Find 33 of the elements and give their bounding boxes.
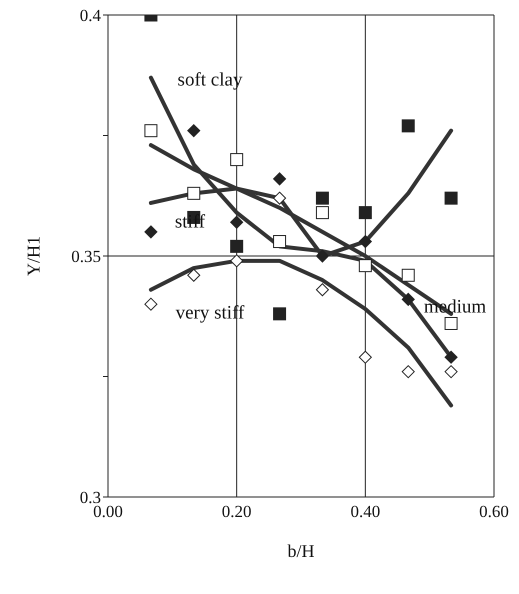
point — [444, 316, 458, 330]
point — [444, 192, 458, 205]
point — [273, 192, 286, 205]
point — [358, 206, 372, 220]
point — [144, 124, 158, 138]
point — [358, 235, 372, 248]
point — [316, 250, 329, 262]
point — [316, 206, 329, 220]
point — [402, 292, 415, 306]
point — [230, 216, 244, 229]
point — [187, 124, 200, 138]
point — [444, 350, 458, 364]
point — [273, 307, 286, 320]
point — [230, 254, 244, 268]
y-tick-label: 0.4 — [80, 6, 102, 26]
point — [358, 350, 372, 364]
x-axis-title: b/H — [288, 541, 314, 561]
point — [230, 240, 244, 253]
y-tick-label: 0.35 — [71, 247, 101, 266]
x-tick-label: 0.00 — [93, 502, 123, 522]
x-tick-label: 0.40 — [350, 502, 380, 522]
x-tick-label: 0.60 — [479, 502, 509, 522]
point — [273, 235, 286, 248]
x-tick-label: 0.20 — [222, 502, 252, 522]
point — [230, 153, 244, 166]
point — [144, 225, 158, 238]
point — [358, 259, 372, 272]
point — [187, 186, 200, 200]
point — [402, 268, 415, 282]
y-axis-title: Y/H1 — [23, 236, 44, 276]
point — [402, 119, 415, 132]
point — [316, 192, 329, 205]
point — [273, 172, 286, 186]
